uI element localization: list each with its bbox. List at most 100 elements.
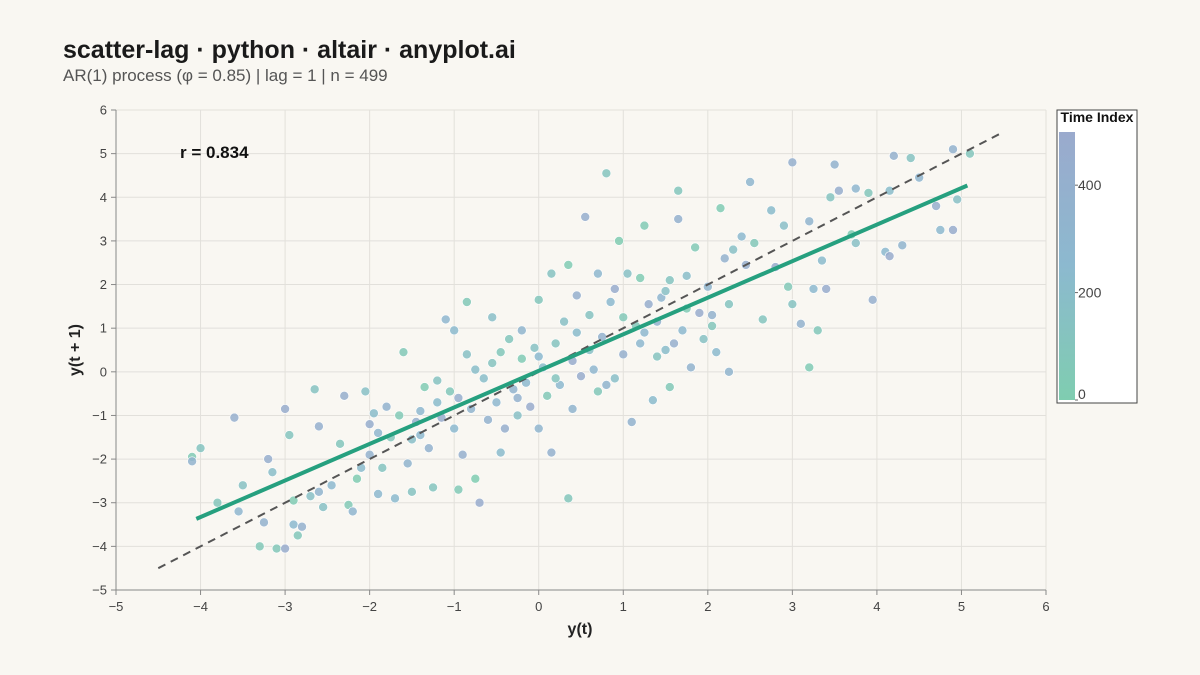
scatter-point bbox=[694, 308, 705, 318]
scatter-point bbox=[804, 216, 815, 227]
scatter-point bbox=[724, 367, 734, 377]
scatter-point bbox=[292, 530, 303, 541]
scatter-point bbox=[610, 284, 620, 294]
scatter-point bbox=[432, 397, 443, 408]
scatter-point bbox=[318, 502, 328, 512]
x-tick-label: −4 bbox=[193, 599, 208, 614]
scatter-point bbox=[284, 430, 295, 440]
scatter-point bbox=[834, 185, 844, 196]
scatter-point bbox=[424, 443, 434, 453]
scatter-point bbox=[787, 299, 798, 309]
scatter-point bbox=[314, 421, 324, 432]
scatter-point bbox=[808, 284, 819, 294]
scatter-point bbox=[457, 449, 468, 460]
scatter-point bbox=[715, 203, 726, 213]
x-tick-label: 4 bbox=[873, 599, 880, 614]
scatter-point bbox=[419, 382, 430, 392]
x-tick-label: −3 bbox=[278, 599, 293, 614]
scatter-point bbox=[931, 201, 941, 211]
correlation-annotation: r = 0.834 bbox=[180, 143, 249, 162]
x-tick-label: −5 bbox=[109, 599, 124, 614]
legend-tick-label: 0 bbox=[1078, 386, 1086, 402]
scatter-point bbox=[724, 299, 734, 309]
x-tick-label: −1 bbox=[447, 599, 462, 614]
y-tick-label: 1 bbox=[100, 321, 107, 336]
scatter-point bbox=[360, 386, 371, 397]
scatter-point bbox=[280, 543, 290, 554]
scatter-point bbox=[550, 338, 561, 349]
scatter-point bbox=[796, 319, 806, 329]
scatter-point bbox=[593, 268, 603, 279]
scatter-point bbox=[686, 362, 696, 373]
scatter-point bbox=[601, 380, 612, 390]
scatter-point bbox=[533, 351, 544, 362]
scatter-point bbox=[390, 493, 400, 504]
scatter-point bbox=[432, 375, 443, 386]
scatter-point bbox=[626, 417, 637, 427]
scatter-point bbox=[948, 144, 958, 155]
scatter-point bbox=[229, 412, 240, 423]
scatter-point bbox=[445, 386, 455, 397]
scatter-point bbox=[618, 312, 629, 323]
scatter-point bbox=[567, 404, 578, 414]
scatter-point bbox=[187, 456, 197, 467]
scatter-point bbox=[563, 493, 574, 504]
y-tick-label: −2 bbox=[92, 452, 107, 467]
scatter-point bbox=[681, 271, 692, 281]
scatter-point bbox=[495, 347, 506, 357]
scatter-point bbox=[297, 521, 307, 532]
scatter-point bbox=[453, 393, 464, 403]
scatter-point bbox=[517, 353, 527, 364]
x-tick-label: 1 bbox=[620, 599, 627, 614]
scatter-point bbox=[749, 238, 760, 248]
scatter-point bbox=[512, 410, 523, 421]
scatter-point bbox=[635, 273, 645, 283]
scatter-point bbox=[673, 185, 684, 196]
scatter-point bbox=[719, 253, 730, 264]
scatter-point bbox=[664, 382, 675, 392]
scatter-point bbox=[377, 463, 388, 473]
scatter-point bbox=[884, 251, 895, 261]
scatter-point bbox=[673, 214, 684, 224]
scatter-point bbox=[398, 347, 409, 357]
scatter-point bbox=[622, 268, 633, 279]
chart-title: scatter-lag · python · altair · anyplot.… bbox=[63, 36, 516, 64]
legend-title: Time Index bbox=[1061, 109, 1134, 125]
scatter-point bbox=[195, 443, 206, 453]
scatter-point bbox=[698, 334, 709, 344]
scatter-point bbox=[500, 423, 510, 434]
x-tick-label: 5 bbox=[958, 599, 965, 614]
scatter-point bbox=[821, 284, 831, 294]
scatter-point bbox=[487, 358, 498, 368]
scatter-point bbox=[212, 497, 223, 508]
scatter-point bbox=[736, 231, 747, 242]
scatter-point bbox=[335, 439, 345, 449]
legend-tick-label: 200 bbox=[1078, 285, 1102, 301]
scatter-point bbox=[483, 415, 493, 425]
data-points bbox=[187, 144, 975, 554]
scatter-point bbox=[588, 364, 599, 375]
scatter-point bbox=[449, 423, 459, 434]
scatter-point bbox=[546, 447, 557, 458]
scatter-point bbox=[474, 497, 485, 508]
scatter-point bbox=[491, 397, 502, 408]
scatter-point bbox=[610, 373, 620, 384]
x-tick-label: 6 bbox=[1042, 599, 1049, 614]
legend-gradient bbox=[1059, 132, 1075, 400]
scatter-point bbox=[639, 327, 650, 338]
scatter-point bbox=[440, 314, 451, 325]
scatter-point bbox=[415, 406, 426, 416]
y-tick-label: −5 bbox=[92, 583, 107, 598]
y-tick-label: 3 bbox=[100, 233, 107, 248]
legend-tick-label: 400 bbox=[1078, 177, 1102, 193]
scatter-point bbox=[863, 188, 874, 198]
scatter-point bbox=[533, 295, 544, 305]
scatter-point bbox=[504, 334, 514, 344]
scatter-point bbox=[462, 349, 472, 360]
scatter-point bbox=[462, 297, 472, 307]
scatter-point bbox=[326, 480, 337, 491]
scatter-point bbox=[783, 281, 793, 292]
scatter-point bbox=[495, 447, 506, 458]
y-axis-label: y(t + 1) bbox=[67, 324, 84, 376]
